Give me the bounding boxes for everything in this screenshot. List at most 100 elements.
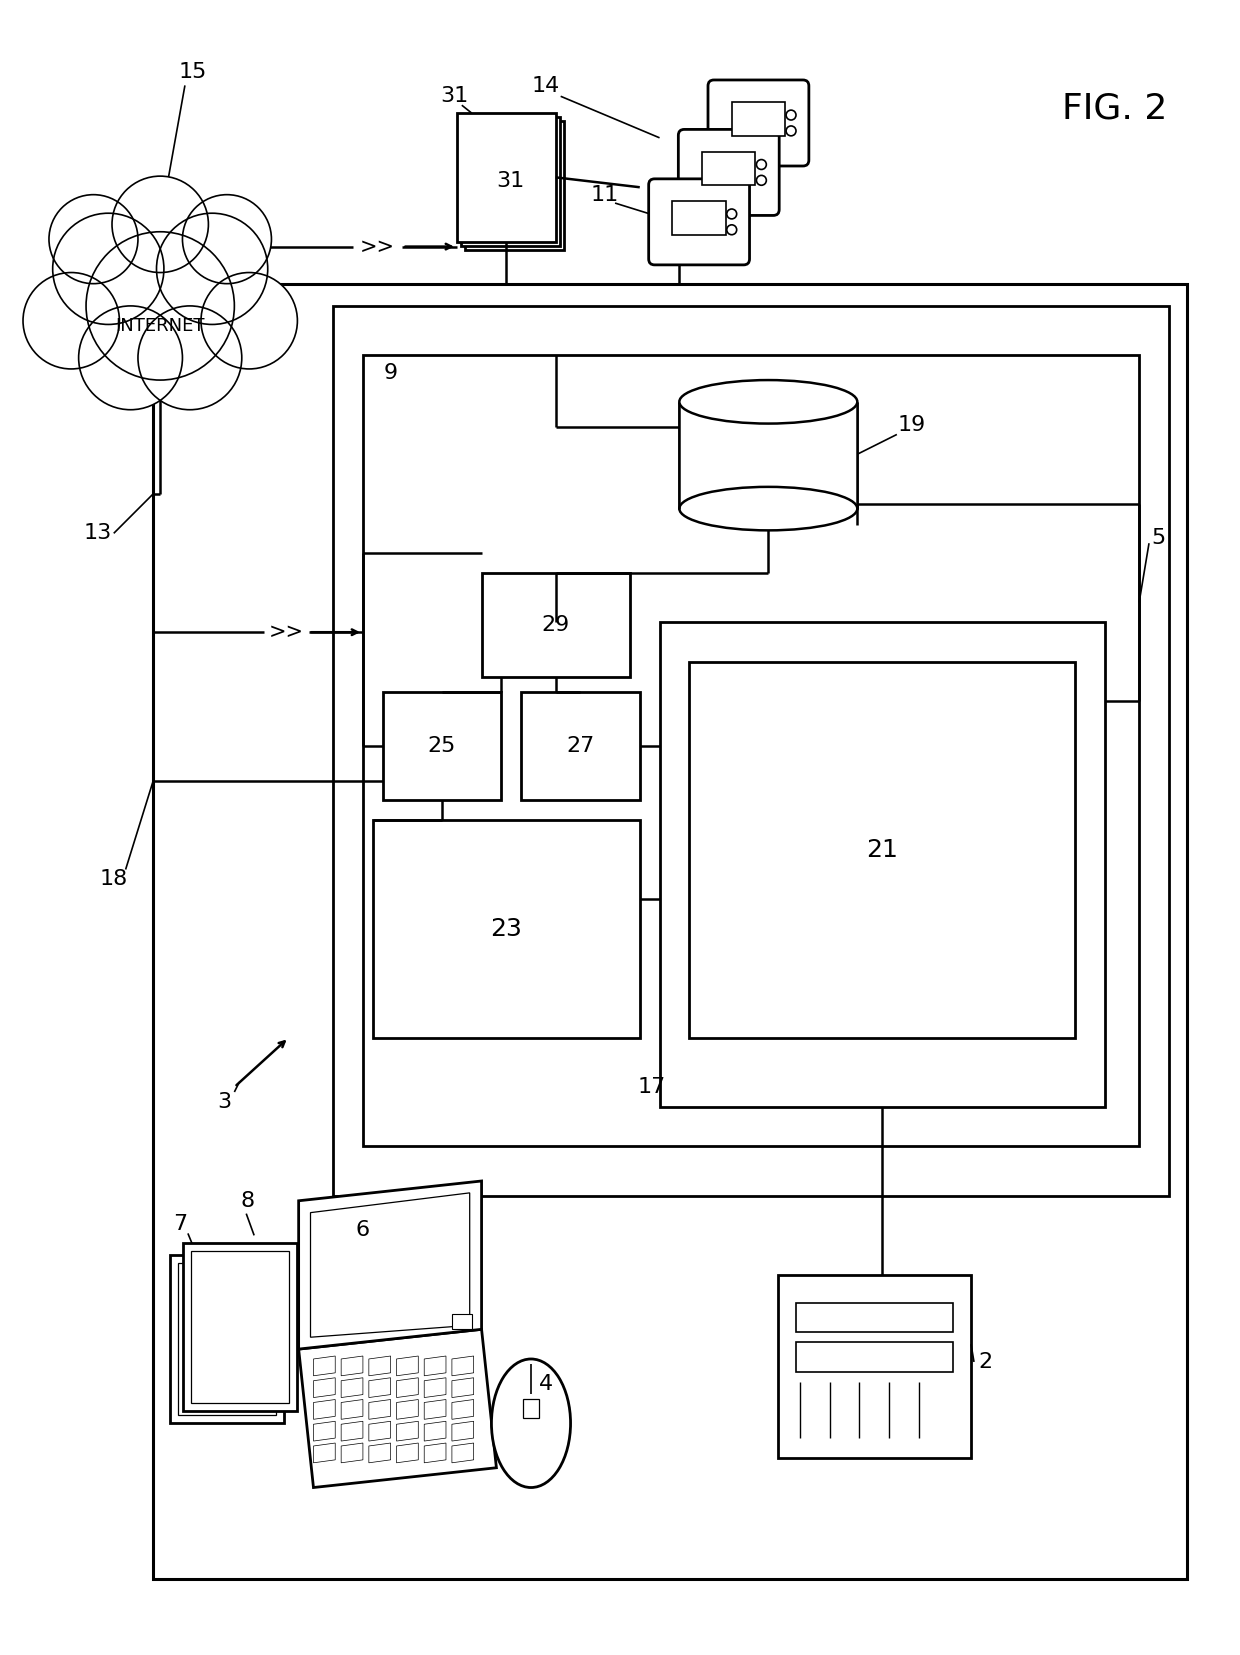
Circle shape <box>48 195 138 283</box>
Bar <box>660 622 1105 1107</box>
Circle shape <box>756 175 766 185</box>
Polygon shape <box>397 1377 418 1397</box>
Bar <box>456 113 556 242</box>
Bar <box>334 306 1169 1197</box>
Text: 13: 13 <box>84 523 112 543</box>
Text: 27: 27 <box>567 736 594 756</box>
Polygon shape <box>368 1443 391 1463</box>
Text: 9: 9 <box>383 362 398 384</box>
Text: 17: 17 <box>637 1077 666 1097</box>
Bar <box>461 118 559 245</box>
Text: INTERNET: INTERNET <box>115 316 205 334</box>
Circle shape <box>112 175 208 273</box>
Bar <box>383 692 501 801</box>
Polygon shape <box>310 1193 470 1337</box>
Text: >>: >> <box>268 622 304 642</box>
Bar <box>179 1263 275 1415</box>
Polygon shape <box>424 1443 446 1463</box>
Text: 11: 11 <box>591 185 619 205</box>
Bar <box>702 152 755 185</box>
Bar <box>154 285 1187 1579</box>
Ellipse shape <box>491 1359 570 1488</box>
Bar <box>451 1314 471 1329</box>
Bar <box>170 1254 284 1423</box>
Polygon shape <box>314 1377 335 1397</box>
Text: 15: 15 <box>179 61 207 81</box>
Bar <box>191 1251 289 1403</box>
Polygon shape <box>397 1355 418 1375</box>
FancyBboxPatch shape <box>649 179 749 265</box>
FancyBboxPatch shape <box>708 79 808 166</box>
Bar <box>481 573 630 677</box>
Text: 18: 18 <box>99 869 128 889</box>
Circle shape <box>24 273 119 369</box>
Polygon shape <box>451 1422 474 1442</box>
Circle shape <box>86 232 234 381</box>
Polygon shape <box>314 1422 335 1442</box>
Polygon shape <box>451 1400 474 1420</box>
Polygon shape <box>299 1329 496 1488</box>
Bar <box>689 662 1075 1038</box>
Bar <box>465 121 564 250</box>
Text: 25: 25 <box>428 736 456 756</box>
Bar <box>796 1302 954 1332</box>
Text: 3: 3 <box>217 1092 232 1112</box>
Circle shape <box>727 225 737 235</box>
Circle shape <box>786 111 796 121</box>
Circle shape <box>138 306 242 410</box>
Bar <box>732 103 785 136</box>
Bar <box>672 202 725 235</box>
Polygon shape <box>368 1400 391 1420</box>
Text: 2: 2 <box>978 1352 993 1372</box>
Polygon shape <box>424 1422 446 1442</box>
Text: 31: 31 <box>440 86 467 106</box>
Polygon shape <box>368 1355 391 1375</box>
Circle shape <box>201 273 298 369</box>
Bar <box>184 1243 296 1412</box>
Polygon shape <box>368 1377 391 1397</box>
Circle shape <box>52 213 164 324</box>
Text: 5: 5 <box>1152 528 1166 548</box>
Polygon shape <box>341 1377 363 1397</box>
Polygon shape <box>424 1355 446 1375</box>
Text: 19: 19 <box>898 414 926 435</box>
Circle shape <box>756 159 766 169</box>
Polygon shape <box>341 1400 363 1420</box>
Text: 29: 29 <box>542 614 570 636</box>
Circle shape <box>727 209 737 218</box>
Polygon shape <box>299 1182 481 1349</box>
Polygon shape <box>341 1422 363 1442</box>
Circle shape <box>786 126 796 136</box>
Polygon shape <box>341 1355 363 1375</box>
Text: 7: 7 <box>172 1213 187 1233</box>
Text: 8: 8 <box>241 1190 254 1211</box>
Text: >>: >> <box>361 237 396 257</box>
Bar <box>523 1398 539 1418</box>
Polygon shape <box>368 1422 391 1442</box>
Text: 23: 23 <box>490 917 522 940</box>
Polygon shape <box>397 1400 418 1420</box>
Bar <box>363 356 1140 1147</box>
Circle shape <box>78 306 182 410</box>
Polygon shape <box>397 1422 418 1442</box>
Text: 31: 31 <box>496 172 525 192</box>
Text: FIG. 2: FIG. 2 <box>1061 91 1167 126</box>
Polygon shape <box>451 1355 474 1375</box>
Circle shape <box>156 213 268 324</box>
Text: 6: 6 <box>356 1220 370 1241</box>
Bar <box>779 1274 971 1458</box>
Text: 21: 21 <box>866 837 898 862</box>
Text: 14: 14 <box>532 76 560 96</box>
Bar <box>680 402 857 508</box>
Polygon shape <box>314 1400 335 1420</box>
Polygon shape <box>341 1443 363 1463</box>
Text: 4: 4 <box>538 1374 553 1394</box>
Polygon shape <box>314 1443 335 1463</box>
Polygon shape <box>424 1400 446 1420</box>
Circle shape <box>182 195 272 283</box>
Polygon shape <box>451 1377 474 1397</box>
Polygon shape <box>314 1355 335 1375</box>
Bar <box>796 1342 954 1372</box>
Ellipse shape <box>680 381 857 424</box>
Bar <box>373 821 640 1038</box>
